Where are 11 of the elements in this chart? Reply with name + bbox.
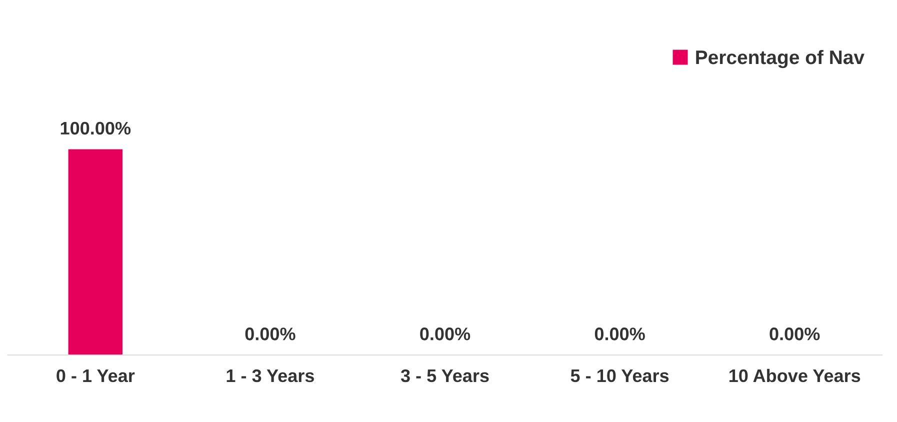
x-tick-label: 10 Above Years <box>729 368 860 382</box>
data-label: 0.00% <box>770 328 820 340</box>
x-tick-label: 0 - 1 Year <box>56 369 135 382</box>
data-label: 0.00% <box>594 328 645 340</box>
data-label: 0.00% <box>245 328 296 340</box>
x-tick-label: 3 - 5 Years <box>400 369 489 382</box>
data-label: 100.00% <box>60 122 131 135</box>
legend-label: Percentage of Nav <box>696 50 864 68</box>
x-tick-label: 5 - 10 Years <box>570 369 669 382</box>
x-tick-label: 1 - 3 Years <box>226 369 314 382</box>
data-label: 0.00% <box>420 328 470 340</box>
